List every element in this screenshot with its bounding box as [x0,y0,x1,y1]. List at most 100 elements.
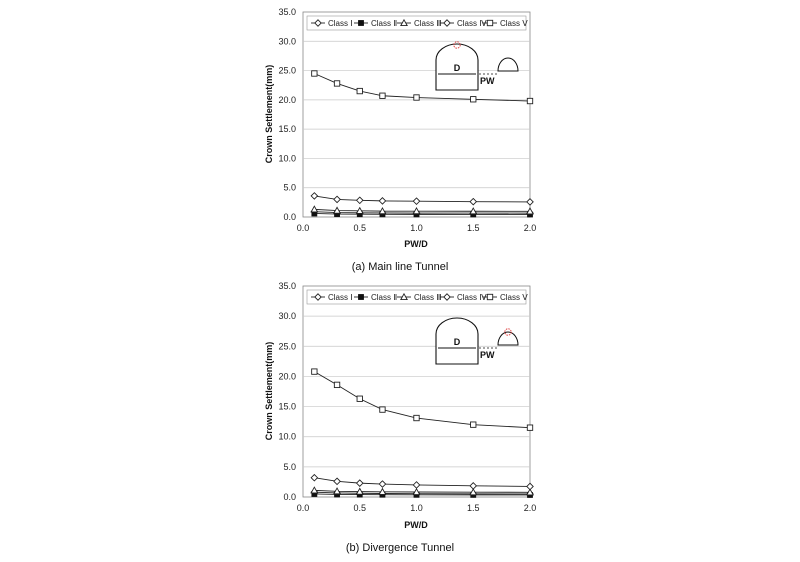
crown-monitor-marker [453,41,461,49]
data-point [413,94,420,101]
data-point [469,488,478,496]
chart-caption: (a) Main line Tunnel [352,261,449,273]
x-axis-title: PW/D [404,239,428,249]
data-point [333,80,341,87]
data-point [526,482,534,491]
x-axis-title: PW/D [404,520,428,530]
y-tick-label: 15.0 [278,124,296,134]
series-group [310,368,534,498]
data-point [333,477,341,486]
legend-label: Class Ⅱ [371,19,397,28]
x-tick-label: 1.0 [410,503,423,513]
legend-box [306,15,527,31]
y-tick-label: 10.0 [278,153,296,163]
legend-label: Class Ⅰ [328,293,353,302]
data-point [378,480,387,488]
legend-marker [358,294,364,300]
divergence-tunnel-shape [497,331,519,346]
data-point [412,207,421,215]
data-point [310,486,319,494]
x-tick-label: 0.5 [353,223,366,233]
y-tick-label: 5.0 [283,183,296,193]
main-tunnel-shape [435,317,479,365]
gridlines [303,40,530,189]
series-5 [311,70,534,105]
data-point [526,488,534,496]
plot-area [302,285,531,498]
y-tick-label: 25.0 [278,341,296,351]
data-point [469,207,478,215]
legend-marker [443,293,451,301]
data-point [333,195,341,204]
crown-monitor-marker [504,328,512,336]
diameter-label: D [454,63,461,73]
data-point [333,206,342,214]
pillar-width-label: PW [480,350,495,360]
chart-main-line-tunnel: 0.0 5.0 10.0 15.0 20.0 25.0 30.0 35.0 0.0 0.5 1.0… [264,7,536,273]
series-group [310,70,534,218]
data-point [310,473,319,482]
x-tick-label: 0.0 [297,503,310,513]
data-point [310,192,319,200]
legend-label: Class Ⅴ [500,293,528,302]
data-point [412,481,421,489]
main-tunnel-shape [435,43,479,91]
x-tick-label: 1.0 [410,223,423,233]
y-tick-label: 15.0 [278,402,296,412]
gridlines [303,315,530,468]
data-point [378,197,387,205]
legend-marker [400,292,408,301]
legend-marker [314,19,322,27]
series-3 [310,205,534,215]
data-point [355,196,364,205]
data-point [412,197,421,206]
data-point [379,406,386,413]
data-point [526,207,534,215]
data-point [356,395,363,402]
tunnel-schematic: D PW [435,41,519,91]
legend-label: Class Ⅳ [457,293,487,302]
data-point [526,424,534,431]
y-axis-title: Crown Settlement(mm) [264,342,274,441]
data-point [470,421,477,428]
data-point [355,487,364,495]
legend-label: Class Ⅲ [414,19,442,28]
legend-marker [486,19,494,27]
y-tick-label: 5.0 [283,462,296,472]
chart-caption: (b) Divergence Tunnel [346,542,454,554]
data-point [526,97,534,105]
x-tick-label: 0.5 [353,503,366,513]
data-point [356,87,363,95]
data-point [378,207,387,215]
x-tick-labels: 0.0 0.5 1.0 1.5 2.0 [297,503,537,513]
y-tick-label: 20.0 [278,371,296,381]
y-tick-label: 30.0 [278,36,296,46]
data-point [378,487,387,495]
data-point [470,96,477,103]
x-tick-label: 0.0 [297,223,310,233]
y-tick-labels: 0.0 5.0 10.0 15.0 20.0 25.0 30.0 35.0 [278,7,296,222]
y-tick-label: 20.0 [278,95,296,105]
y-tick-label: 25.0 [278,66,296,76]
y-tick-label: 35.0 [278,281,296,291]
legend-box [306,289,527,305]
legend-marker [314,293,322,301]
x-tick-labels: 0.0 0.5 1.0 1.5 2.0 [297,223,537,233]
series-4 [310,192,534,206]
series-5 [311,368,534,431]
y-tick-label: 10.0 [278,432,296,442]
legend-label: Class Ⅲ [414,293,442,302]
plot-area [302,11,531,218]
x-tick-label: 2.0 [524,503,537,513]
data-point [311,368,318,375]
y-axis-title: Crown Settlement(mm) [264,65,274,164]
data-point [310,205,319,213]
legend-label: Class Ⅴ [500,19,528,28]
y-tick-label: 30.0 [278,311,296,321]
data-point [526,198,534,206]
series-4 [310,473,534,491]
legend-label: Class Ⅰ [328,19,353,28]
pillar-width-label: PW [480,76,495,86]
series-3 [310,486,534,496]
